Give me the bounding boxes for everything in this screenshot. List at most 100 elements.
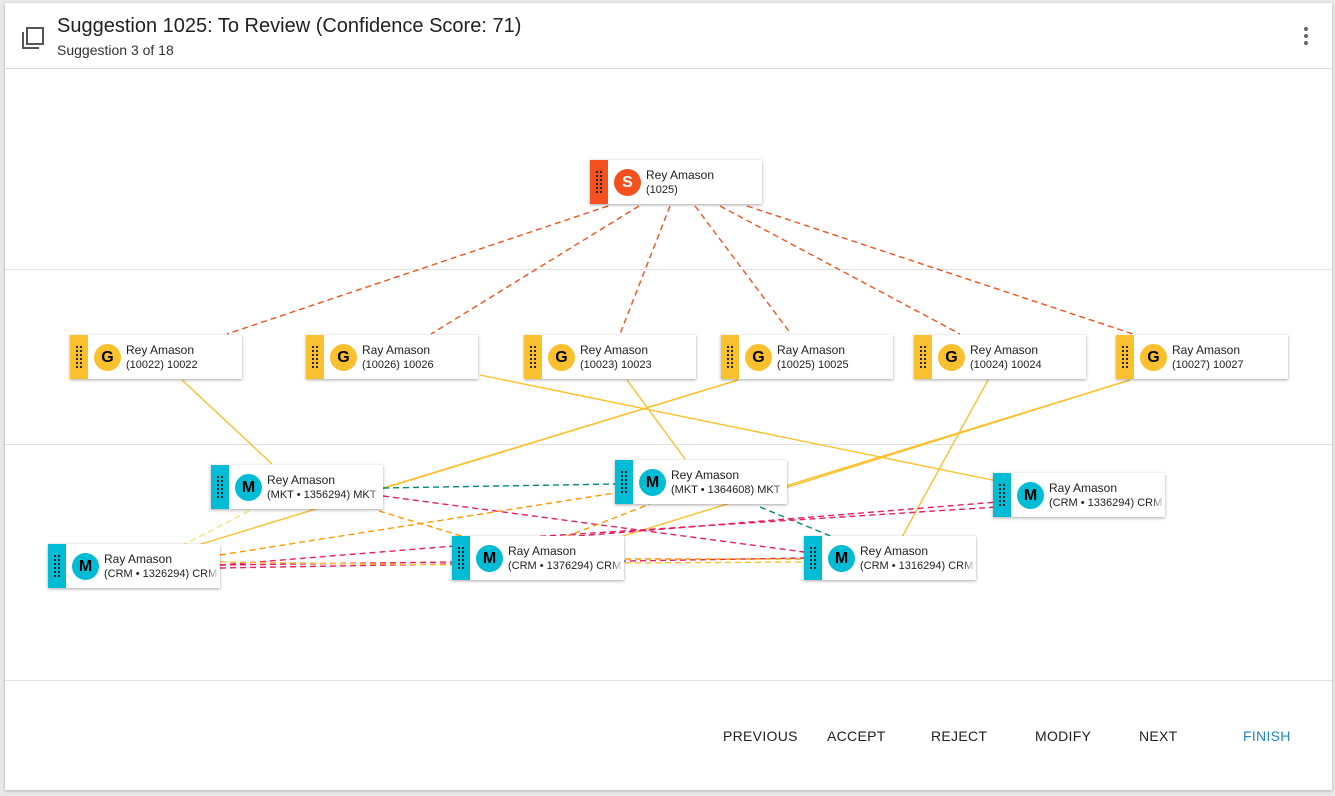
node-id: (10027) 10027	[1172, 359, 1244, 371]
drag-handle-icon[interactable]	[452, 536, 470, 580]
node-name: Ray Amason	[104, 552, 173, 566]
node-name: Rey Amason	[671, 468, 740, 482]
footer-divider	[5, 680, 1332, 681]
drag-handle-icon[interactable]	[1116, 335, 1134, 379]
link-g10023-m1364608	[626, 379, 686, 460]
link-source-g10025	[694, 205, 792, 335]
link-g10024-m1316294	[901, 379, 989, 538]
link-m1364608-m1316294	[759, 506, 834, 538]
link-m1376294-m1364608	[564, 503, 651, 538]
node-name: Rey Amason	[646, 168, 715, 182]
node-name: Rey Amason	[970, 343, 1039, 357]
node-group-10024[interactable]: G Rey Amason (10024) 10024	[914, 335, 1086, 379]
node-name: Ray Amason	[1049, 481, 1118, 495]
node-member-1336294[interactable]: M Ray Amason (CRM • 1336294) CRM	[993, 473, 1165, 517]
node-id: (MKT • 1364608) MKT	[671, 484, 781, 496]
drag-handle-icon[interactable]	[804, 536, 822, 580]
link-m1356294-m1364608	[382, 483, 616, 489]
node-member-1356294[interactable]: M Rey Amason (MKT • 1356294) MKT	[211, 465, 383, 509]
modify-button[interactable]: MODIFY	[1035, 728, 1092, 744]
link-source-g10024	[719, 205, 961, 335]
node-badge: G	[938, 344, 965, 371]
card-header: Suggestion 1025: To Review (Confidence S…	[5, 3, 1332, 69]
node-badge: M	[828, 545, 855, 572]
link-source-g10026	[430, 205, 640, 335]
node-member-1326294[interactable]: M Ray Amason (CRM • 1326294) CRM	[48, 544, 220, 588]
level-divider	[5, 444, 1332, 445]
page-title: Suggestion 1025: To Review (Confidence S…	[57, 15, 522, 37]
link-m1326294-m1376294	[219, 561, 453, 566]
node-group-10023[interactable]: G Rey Amason (10023) 10023	[524, 335, 696, 379]
node-badge: M	[639, 469, 666, 496]
node-id: (1025)	[646, 184, 678, 196]
node-name: Ray Amason	[508, 544, 577, 558]
node-badge: G	[745, 344, 772, 371]
node-badge: G	[548, 344, 575, 371]
level-divider	[5, 269, 1332, 270]
node-badge: G	[1140, 344, 1167, 371]
accept-button[interactable]: ACCEPT	[827, 728, 886, 744]
link-m1376294-m1316294-b	[624, 561, 805, 564]
node-id: (10026) 10026	[362, 359, 434, 371]
node-group-10026[interactable]: G Ray Amason (10026) 10026	[306, 335, 478, 379]
node-name: Rey Amason	[267, 473, 336, 487]
node-badge: M	[72, 553, 99, 580]
node-id: (CRM • 1316294) CRM	[860, 560, 974, 572]
drag-handle-icon[interactable]	[615, 460, 633, 504]
drag-handle-icon[interactable]	[524, 335, 542, 379]
drag-handle-icon[interactable]	[70, 335, 88, 379]
node-member-1316294[interactable]: M Rey Amason (CRM • 1316294) CRM	[804, 536, 976, 580]
node-id: (CRM • 1376294) CRM	[508, 560, 622, 572]
node-source-1025[interactable]: S Rey Amason (1025)	[590, 160, 762, 204]
node-name: Ray Amason	[777, 343, 846, 357]
node-badge: M	[1017, 482, 1044, 509]
drag-handle-icon[interactable]	[48, 544, 66, 588]
link-m1356294-m1326294	[182, 510, 250, 546]
link-g10022-m1356294	[181, 379, 273, 465]
link-g10025-m1326294	[197, 379, 739, 546]
drag-handle-icon[interactable]	[590, 160, 608, 204]
link-source-g10027	[746, 205, 1134, 335]
node-badge: G	[94, 344, 121, 371]
link-m1356294-m1316294	[382, 495, 805, 553]
node-badge: G	[330, 344, 357, 371]
node-badge: S	[614, 169, 641, 196]
node-id: (10023) 10023	[580, 359, 652, 371]
link-m1376294-m1336294	[529, 506, 998, 538]
node-id: (10022) 10022	[126, 359, 198, 371]
drag-handle-icon[interactable]	[721, 335, 739, 379]
node-id: (MKT • 1356294) MKT	[267, 489, 377, 501]
link-source-g10022	[226, 205, 609, 335]
node-name: Rey Amason	[126, 343, 195, 357]
more-vert-icon[interactable]	[1294, 25, 1318, 51]
node-id: (10025) 10025	[777, 359, 849, 371]
suggestion-counter: Suggestion 3 of 18	[57, 42, 174, 58]
link-g10027-m1376294	[619, 379, 1131, 538]
link-g10026-m1336294	[479, 374, 998, 482]
node-badge: M	[235, 474, 262, 501]
copy-stack-icon	[22, 27, 44, 49]
reject-button[interactable]: REJECT	[931, 728, 988, 744]
node-name: Ray Amason	[1172, 343, 1241, 357]
next-button[interactable]: NEXT	[1139, 728, 1178, 744]
finish-button[interactable]: FINISH	[1243, 728, 1291, 744]
drag-handle-icon[interactable]	[211, 465, 229, 509]
suggestion-card: Suggestion 1025: To Review (Confidence S…	[5, 3, 1332, 790]
drag-handle-icon[interactable]	[306, 335, 324, 379]
previous-button[interactable]: PREVIOUS	[723, 728, 798, 744]
node-member-1376294[interactable]: M Ray Amason (CRM • 1376294) CRM	[452, 536, 624, 580]
node-group-10027[interactable]: G Ray Amason (10027) 10027	[1116, 335, 1288, 379]
node-group-10022[interactable]: G Rey Amason (10022) 10022	[70, 335, 242, 379]
link-m1326294-m1364608	[219, 492, 616, 556]
node-group-10025[interactable]: G Ray Amason (10025) 10025	[721, 335, 893, 379]
drag-handle-icon[interactable]	[993, 473, 1011, 517]
node-id: (CRM • 1336294) CRM	[1049, 497, 1163, 509]
node-id: (10024) 10024	[970, 359, 1042, 371]
drag-handle-icon[interactable]	[914, 335, 932, 379]
node-badge: M	[476, 545, 503, 572]
node-name: Rey Amason	[580, 343, 649, 357]
node-member-1364608[interactable]: M Rey Amason (MKT • 1364608) MKT	[615, 460, 787, 504]
node-id: (CRM • 1326294) CRM	[104, 568, 218, 580]
relationship-graph	[181, 205, 1134, 569]
node-name: Rey Amason	[860, 544, 929, 558]
